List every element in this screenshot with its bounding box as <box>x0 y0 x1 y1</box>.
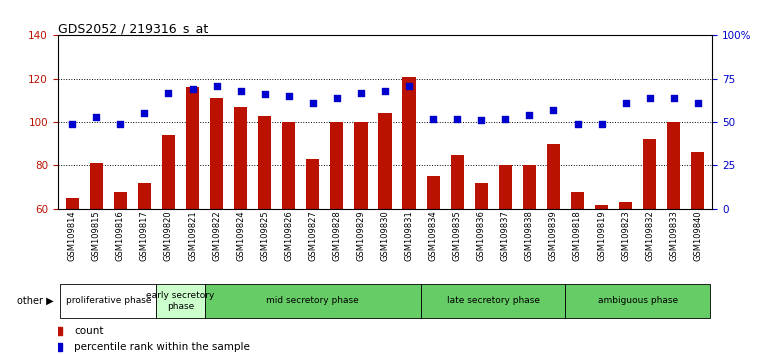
Text: late secretory phase: late secretory phase <box>447 296 540 306</box>
Bar <box>186 87 199 339</box>
Bar <box>565 284 710 318</box>
Point <box>668 95 680 101</box>
Bar <box>138 183 151 339</box>
Point <box>427 116 439 121</box>
Bar <box>523 165 536 339</box>
Bar <box>547 144 560 339</box>
Point <box>595 121 608 127</box>
Bar <box>691 153 705 339</box>
Text: proliferative phase: proliferative phase <box>65 296 151 306</box>
Bar <box>234 107 247 339</box>
Point <box>644 95 656 101</box>
Bar <box>258 116 271 339</box>
Point <box>499 116 511 121</box>
Bar <box>65 198 79 339</box>
Point <box>524 112 536 118</box>
Bar <box>306 159 320 339</box>
Bar <box>210 98 223 339</box>
Bar <box>378 113 392 339</box>
Bar <box>450 155 464 339</box>
Bar <box>421 284 565 318</box>
Point <box>90 114 102 120</box>
Point <box>114 121 126 127</box>
Bar <box>162 135 175 339</box>
Point <box>547 107 560 113</box>
Bar <box>205 284 421 318</box>
Bar <box>60 284 156 318</box>
Bar <box>474 183 488 339</box>
Text: ambiguous phase: ambiguous phase <box>598 296 678 306</box>
Bar <box>282 122 296 339</box>
Point <box>691 100 704 106</box>
Point <box>571 121 584 127</box>
Point <box>355 90 367 96</box>
Bar <box>156 284 205 318</box>
Bar <box>571 192 584 339</box>
Point <box>306 100 319 106</box>
Point <box>475 118 487 123</box>
Bar <box>667 122 681 339</box>
Bar <box>114 192 127 339</box>
Text: mid secretory phase: mid secretory phase <box>266 296 359 306</box>
Bar <box>403 76 416 339</box>
Point <box>330 95 343 101</box>
Bar <box>499 165 512 339</box>
Point <box>139 110 151 116</box>
Point <box>403 83 415 88</box>
Point <box>186 86 199 92</box>
Text: other ▶: other ▶ <box>17 296 54 306</box>
Point <box>283 93 295 99</box>
Text: GDS2052 / 219316_s_at: GDS2052 / 219316_s_at <box>58 22 208 35</box>
Point <box>259 92 271 97</box>
Bar <box>595 205 608 339</box>
Point <box>66 121 79 127</box>
Point <box>451 116 464 121</box>
Point <box>619 100 631 106</box>
Text: percentile rank within the sample: percentile rank within the sample <box>74 342 250 352</box>
Bar <box>89 163 103 339</box>
Bar <box>643 139 656 339</box>
Text: count: count <box>74 326 104 336</box>
Bar <box>427 176 440 339</box>
Bar <box>354 122 367 339</box>
Text: early secretory
phase: early secretory phase <box>146 291 215 310</box>
Point <box>234 88 246 94</box>
Bar <box>330 122 343 339</box>
Point <box>210 83 223 88</box>
Bar <box>619 202 632 339</box>
Point <box>379 88 391 94</box>
Point <box>162 90 175 96</box>
